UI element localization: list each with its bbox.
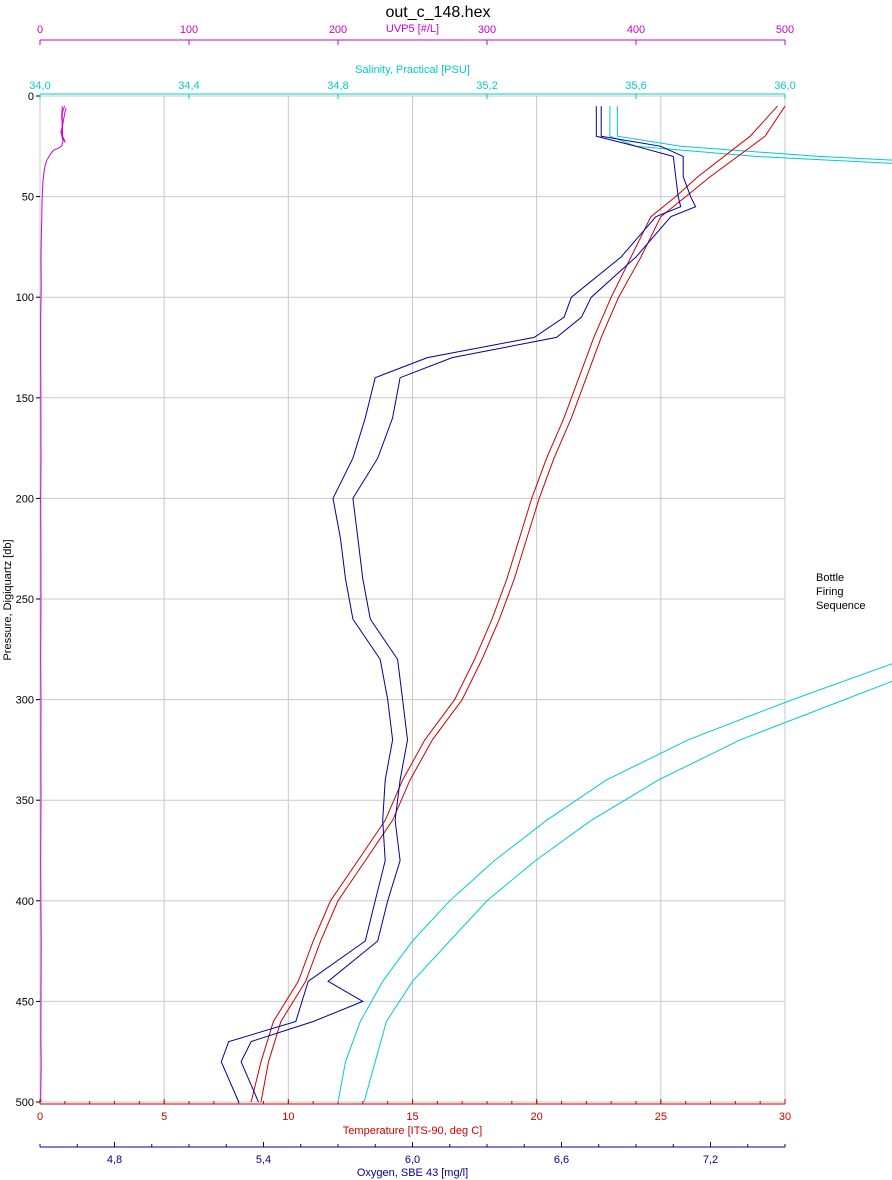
series-group	[40, 105, 892, 1103]
temperature-tick-label: 15	[406, 1111, 418, 1123]
y-tick-label: 300	[16, 695, 34, 707]
oxygen-tick-label: 4,8	[107, 1154, 122, 1166]
temperature-tick-label: 10	[282, 1111, 294, 1123]
y-tick-label: 200	[16, 493, 34, 505]
salinity-profile-line	[337, 106, 892, 1103]
temperature-tick-label: 30	[779, 1111, 791, 1123]
uvp5-axis-title: UVP5 [#/L]	[386, 23, 439, 35]
oxygen-tick-label: 5,4	[256, 1154, 271, 1166]
uvp5-tick-label: 100	[180, 24, 198, 36]
temperature-tick-label: 20	[531, 1111, 543, 1123]
uvp5-tick-label: 500	[776, 24, 794, 36]
uvp5-tick-label: 0	[37, 24, 43, 36]
y-tick-label: 350	[16, 795, 34, 807]
oxygen-tick-label: 6,0	[405, 1154, 420, 1166]
uvp5-profile-line	[61, 106, 67, 143]
y-tick-label: 0	[28, 91, 34, 103]
uvp5-tick-label: 400	[627, 24, 645, 36]
salinity-profile-line	[363, 106, 892, 1103]
y-tick-label: 150	[16, 393, 34, 405]
oxygen-tick-label: 6,6	[554, 1154, 569, 1166]
side-label-line-1: Bottle	[816, 572, 844, 584]
y-tick-label: 450	[16, 996, 34, 1008]
temperature-axis-title: Temperature [ITS-90, deg C]	[343, 1125, 482, 1137]
temperature-profile-line	[260, 105, 786, 1103]
uvp5-tick-label: 200	[329, 24, 347, 36]
oxygen-tick-label: 7,2	[703, 1154, 718, 1166]
y-tick-label: 400	[16, 896, 34, 908]
uvp5-tick-label: 300	[478, 24, 496, 36]
temperature-tick-label: 25	[655, 1111, 667, 1123]
salinity-tick-label: 35,6	[625, 80, 646, 92]
salinity-tick-label: 35,2	[476, 80, 497, 92]
oxygen-axis-title: Oxygen, SBE 43 [mg/l]	[357, 1167, 468, 1179]
y-axis-label: Pressure, Digiquartz [db]	[2, 539, 14, 660]
y-tick-label: 250	[16, 594, 34, 606]
oxygen-profile-line	[220, 106, 682, 1103]
salinity-tick-label: 34,4	[178, 80, 199, 92]
side-label-line-2: Firing	[816, 586, 844, 598]
chart-title: out_c_148.hex	[386, 4, 491, 21]
side-label-line-3: Sequence	[816, 600, 866, 612]
salinity-tick-label: 34,8	[327, 80, 348, 92]
salinity-axis-title: Salinity, Practical [PSU]	[355, 64, 470, 76]
salinity-tick-label: 34,0	[29, 80, 50, 92]
temperature-tick-label: 5	[161, 1111, 167, 1123]
y-tick-label: 500	[16, 1097, 34, 1109]
salinity-tick-label: 36,0	[774, 80, 795, 92]
oxygen-profile-line	[240, 106, 697, 1103]
y-tick-label: 100	[16, 292, 34, 304]
y-tick-label: 50	[22, 192, 34, 204]
uvp5-profile-line	[40, 105, 66, 1103]
temperature-tick-label: 0	[37, 1111, 43, 1123]
